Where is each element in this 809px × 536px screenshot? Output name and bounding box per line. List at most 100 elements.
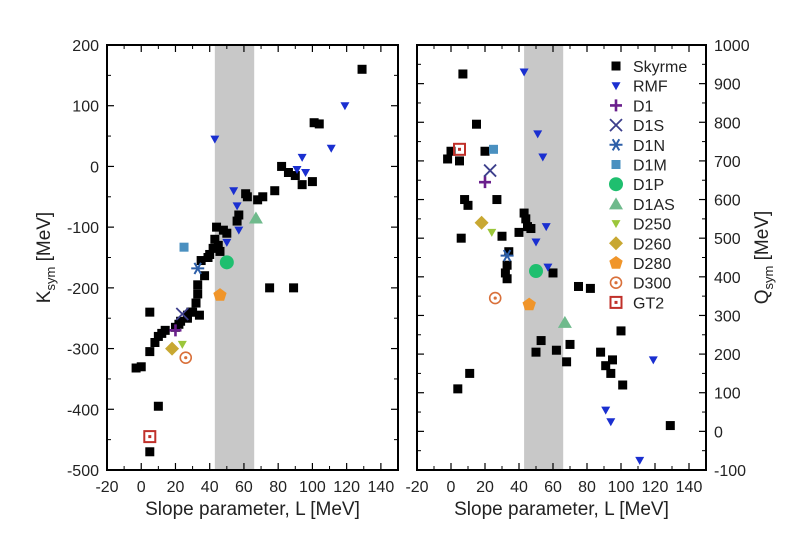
legend-label: D260	[633, 236, 671, 253]
y-tick-label: 800	[714, 115, 741, 132]
point-skyrme	[497, 231, 507, 241]
series-d250	[177, 340, 187, 349]
x-tick-label: 0	[447, 479, 456, 496]
y-tick-label: -100	[67, 220, 99, 237]
point-skyrme	[608, 355, 617, 365]
x-tick-label: -20	[405, 479, 428, 496]
point-d250	[487, 228, 497, 237]
x-tick-label: 60	[235, 479, 253, 496]
legend-marker-d1as	[609, 197, 623, 210]
y-tick-label: 1000	[714, 38, 750, 55]
point-rmf	[531, 238, 541, 247]
point-rmf	[541, 223, 551, 232]
point-rmf	[635, 456, 645, 465]
point-skyrme	[585, 283, 595, 293]
point-d1	[169, 324, 182, 337]
y-tick-label: 0	[90, 159, 99, 176]
legend-marker-d280	[609, 256, 623, 269]
point-skyrme	[234, 210, 244, 220]
point-skyrme	[232, 216, 242, 226]
legend-marker-gt2-dot	[614, 300, 618, 304]
legend-label: D1	[633, 98, 654, 115]
y-tick-label: 700	[714, 154, 741, 171]
point-d250	[177, 340, 187, 349]
x-tick-label: 80	[578, 479, 596, 496]
point-rmf	[292, 165, 302, 174]
point-rmf	[232, 202, 242, 211]
point-skyrme	[191, 298, 201, 308]
point-skyrme	[548, 268, 558, 278]
point-skyrme	[460, 195, 470, 205]
point-skyrme	[458, 69, 468, 79]
point-skyrme	[446, 146, 456, 156]
legend-marker-d1n	[609, 138, 623, 151]
point-rmf	[538, 153, 548, 162]
point-skyrme	[200, 271, 210, 281]
y-tick-label: 100	[72, 99, 99, 116]
legend-marker-rmf	[611, 82, 621, 91]
point-rmf	[222, 238, 232, 247]
point-skyrme	[145, 447, 155, 457]
y-tick-label: -100	[714, 463, 746, 480]
point-skyrme	[565, 339, 575, 349]
point-skyrme	[472, 119, 481, 129]
x-tick-label: 60	[544, 479, 562, 496]
series-d300	[488, 291, 502, 305]
legend-marker-d260	[609, 236, 623, 251]
point-rmf	[210, 135, 220, 144]
series-d1	[169, 324, 182, 337]
series-d280	[213, 288, 227, 301]
series-d1p	[529, 264, 543, 279]
point-skyrme	[283, 168, 293, 177]
x-tick-label: 140	[368, 479, 395, 496]
point-rmf	[648, 356, 658, 365]
point-skyrme	[203, 253, 213, 262]
point-skyrme	[222, 228, 232, 238]
legend-label: D1P	[633, 177, 664, 194]
shaded-band	[214, 45, 255, 470]
y-tick-label: 600	[714, 193, 741, 210]
point-d1p	[529, 264, 543, 279]
series-d1m	[489, 144, 498, 154]
x-tick-label: 40	[510, 479, 528, 496]
plot-frame	[106, 44, 399, 471]
point-skyrme	[297, 180, 307, 190]
series-d300	[179, 351, 193, 364]
point-skyrme	[131, 363, 141, 373]
point-skyrme	[606, 368, 616, 378]
x-tick-label: 20	[476, 479, 494, 496]
point-d1p	[219, 255, 234, 270]
legend-label: D1S	[633, 118, 664, 135]
plot-frame	[416, 44, 707, 471]
series-d250	[487, 228, 497, 237]
y-axis-title: Qsym [MeV]	[752, 211, 776, 305]
point-d1m	[489, 144, 498, 154]
point-d1n	[500, 249, 514, 262]
legend-marker-d300-dot	[614, 281, 618, 285]
point-skyrme	[455, 156, 464, 166]
y-tick-label: 300	[714, 308, 741, 325]
point-skyrme	[196, 256, 206, 266]
point-skyrme	[502, 274, 512, 284]
point-skyrme	[526, 224, 536, 234]
x-tick-label: 40	[201, 479, 219, 496]
point-skyrme	[194, 310, 204, 320]
point-d1s	[175, 307, 189, 321]
legend-marker-d1	[610, 99, 622, 112]
point-skyrme	[480, 146, 490, 156]
legend-label: Skyrme	[633, 59, 687, 76]
point-skyrme	[215, 246, 225, 256]
point-skyrme	[500, 268, 510, 278]
point-skyrme	[253, 195, 263, 205]
series-d1s	[175, 307, 189, 321]
series-d1p	[219, 255, 234, 270]
legend-label: D1AS	[633, 197, 675, 214]
legend-label: RMF	[633, 79, 668, 96]
x-tick-label: 20	[167, 479, 185, 496]
point-d260	[474, 215, 489, 230]
point-skyrme	[465, 368, 475, 378]
point-skyrme	[145, 347, 155, 357]
point-skyrme	[150, 338, 160, 347]
point-skyrme	[289, 283, 299, 293]
